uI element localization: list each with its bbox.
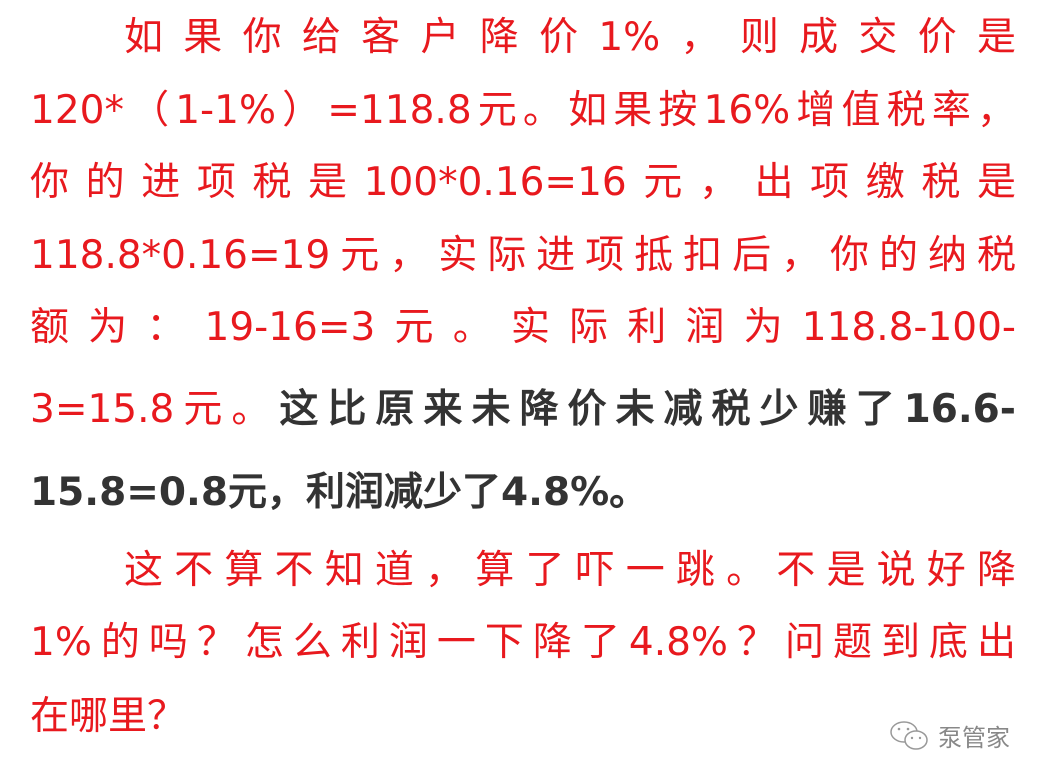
paragraph-line: 120*（1-1%）=118.8元。如果按16%增值税率， bbox=[30, 88, 1016, 133]
wechat-icon bbox=[890, 720, 928, 750]
watermark: 泵管家 bbox=[888, 718, 1010, 753]
paragraph-line: 这不算不知道，算了吓一跳。不是说好降 bbox=[124, 548, 1016, 593]
paragraph-line: 如果你给客户降价1%，则成交价是 bbox=[124, 15, 1016, 60]
paragraph-line: 118.8*0.16=19元，实际进项抵扣后，你的纳税 bbox=[30, 233, 1016, 278]
paragraph-line: 你的进项税是100*0.16=16元，出项缴税是 bbox=[30, 160, 1016, 205]
paragraph-line: 额为：19-16=3元。实际利润为118.8-100- bbox=[30, 305, 1016, 350]
red-text: 3=15.8元。 bbox=[30, 387, 280, 432]
bold-text: 这比原来未降价未减税少赚了16.6- bbox=[279, 387, 1016, 432]
paragraph-line: 15.8=0.8元，利润减少了4.8%。 bbox=[30, 470, 649, 515]
watermark-text: 泵管家 bbox=[938, 724, 1010, 752]
paragraph-line: 3=15.8元。这比原来未降价未减税少赚了16.6- bbox=[30, 385, 1016, 435]
paragraph-line: 1%的吗？怎么利润一下降了4.8%？问题到底出 bbox=[30, 620, 1016, 665]
paragraph-line: 在哪里？ bbox=[30, 694, 187, 739]
